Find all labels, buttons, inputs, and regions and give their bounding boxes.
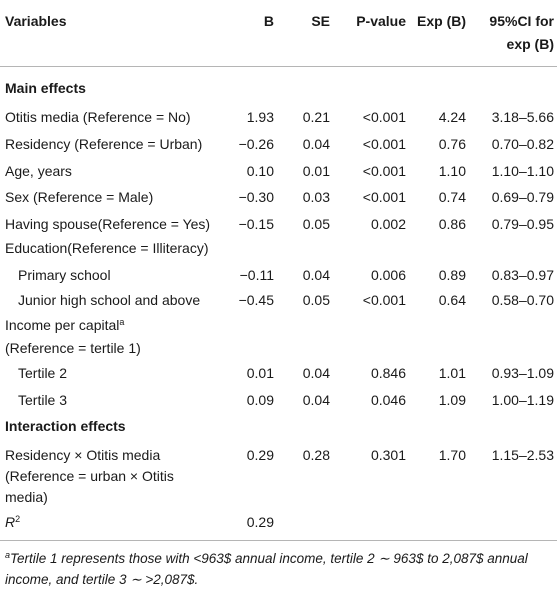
- cell-b: 0.09: [246, 392, 274, 408]
- cell-b: −0.45: [238, 292, 274, 308]
- cell-se: 0.05: [302, 292, 330, 308]
- cell-exp: 0.86: [438, 216, 466, 232]
- cell-p: <0.001: [362, 189, 406, 205]
- row-label-line2: (Reference = urban × Otitis: [5, 468, 174, 484]
- row-label: Primary school: [18, 267, 111, 283]
- cell-exp: 1.09: [438, 392, 466, 408]
- cell-b: 0.01: [246, 365, 274, 381]
- cell-exp: 0.64: [438, 292, 466, 308]
- row-label: Tertile 3: [18, 392, 68, 408]
- cell-b: −0.15: [238, 216, 274, 232]
- header-pvalue: P-value: [356, 13, 406, 29]
- cell-p: <0.001: [362, 292, 406, 308]
- section-title: Interaction effects: [5, 418, 126, 434]
- cell-ci: 1.00–1.19: [491, 392, 554, 408]
- header-rule: [0, 66, 557, 67]
- footer-rule: [0, 540, 557, 541]
- cell-b: 1.93: [246, 109, 274, 125]
- cell-ci: 0.69–0.79: [491, 189, 554, 205]
- section-title: Main effects: [5, 80, 86, 96]
- row-label: Sex (Reference = Male): [5, 189, 154, 205]
- cell-p: 0.002: [370, 216, 406, 232]
- row-label: Residency (Reference = Urban): [5, 136, 203, 152]
- footnote-marker: a: [5, 550, 11, 560]
- cell-exp: 4.24: [438, 109, 466, 125]
- cell-ci: 1.15–2.53: [491, 447, 554, 463]
- cell-ci: 0.58–0.70: [491, 292, 554, 308]
- cell-se: 0.04: [302, 392, 330, 408]
- row-label: Having spouse(Reference = Yes): [5, 216, 211, 232]
- cell-exp: 0.76: [438, 136, 466, 152]
- header-b: B: [263, 13, 274, 29]
- cell-exp: 0.74: [438, 189, 466, 205]
- cell-exp: 1.70: [438, 447, 466, 463]
- row-label: R2: [5, 513, 20, 531]
- cell-ci: 1.10–1.10: [491, 163, 554, 179]
- cell-se: 0.21: [302, 109, 330, 125]
- row-label-text: Income per capital: [5, 317, 120, 333]
- cell-p: 0.301: [370, 447, 406, 463]
- row-label-line2: (Reference = tertile 1): [5, 340, 141, 356]
- cell-exp: 1.10: [438, 163, 466, 179]
- row-label: Residency × Otitis media: [5, 447, 161, 463]
- header-ci-line2: exp (B): [506, 36, 554, 52]
- header-variables: Variables: [5, 13, 67, 29]
- cell-se: 0.03: [302, 189, 330, 205]
- cell-se: 0.01: [302, 163, 330, 179]
- cell-b: −0.30: [238, 189, 274, 205]
- cell-b: 0.29: [246, 447, 274, 463]
- cell-exp: 1.01: [438, 365, 466, 381]
- superscript: 2: [15, 514, 21, 524]
- cell-p: <0.001: [362, 136, 406, 152]
- row-label: Age, years: [5, 163, 72, 179]
- cell-se: 0.04: [302, 365, 330, 381]
- cell-se: 0.04: [302, 267, 330, 283]
- cell-b: −0.26: [238, 136, 274, 152]
- cell-b: −0.11: [239, 267, 274, 283]
- footnote-marker: a: [119, 317, 125, 327]
- cell-p: <0.001: [362, 163, 406, 179]
- cell-se: 0.28: [302, 447, 330, 463]
- footnote-text: Tertile 1 represents those with <963$ an…: [5, 551, 528, 587]
- row-label-text: R: [5, 514, 16, 530]
- row-label: Education(Reference = Illiteracy): [5, 240, 209, 256]
- cell-p: 0.006: [370, 267, 406, 283]
- cell-se: 0.04: [302, 136, 330, 152]
- header-expb: Exp (B): [417, 13, 466, 29]
- row-label: Otitis media (Reference = No): [5, 109, 191, 125]
- cell-b: 0.10: [246, 163, 274, 179]
- header-ci-line1: 95%CI for: [489, 13, 554, 29]
- cell-ci: 0.79–0.95: [491, 216, 554, 232]
- cell-exp: 0.89: [438, 267, 466, 283]
- cell-ci: 0.70–0.82: [491, 136, 554, 152]
- row-label-line3: media): [5, 489, 48, 505]
- cell-p: 0.046: [370, 392, 406, 408]
- cell-ci: 0.83–0.97: [491, 267, 554, 283]
- row-label: Income per capitala: [5, 316, 124, 334]
- cell-b: 0.29: [246, 514, 274, 530]
- cell-p: 0.846: [370, 365, 406, 381]
- cell-ci: 0.93–1.09: [491, 365, 554, 381]
- cell-se: 0.05: [302, 216, 330, 232]
- cell-ci: 3.18–5.66: [491, 109, 554, 125]
- row-label: Junior high school and above: [18, 292, 201, 308]
- header-se: SE: [311, 13, 330, 29]
- row-label: Tertile 2: [18, 365, 68, 381]
- cell-p: <0.001: [362, 109, 406, 125]
- table-footnote: aTertile 1 represents those with <963$ a…: [5, 548, 553, 590]
